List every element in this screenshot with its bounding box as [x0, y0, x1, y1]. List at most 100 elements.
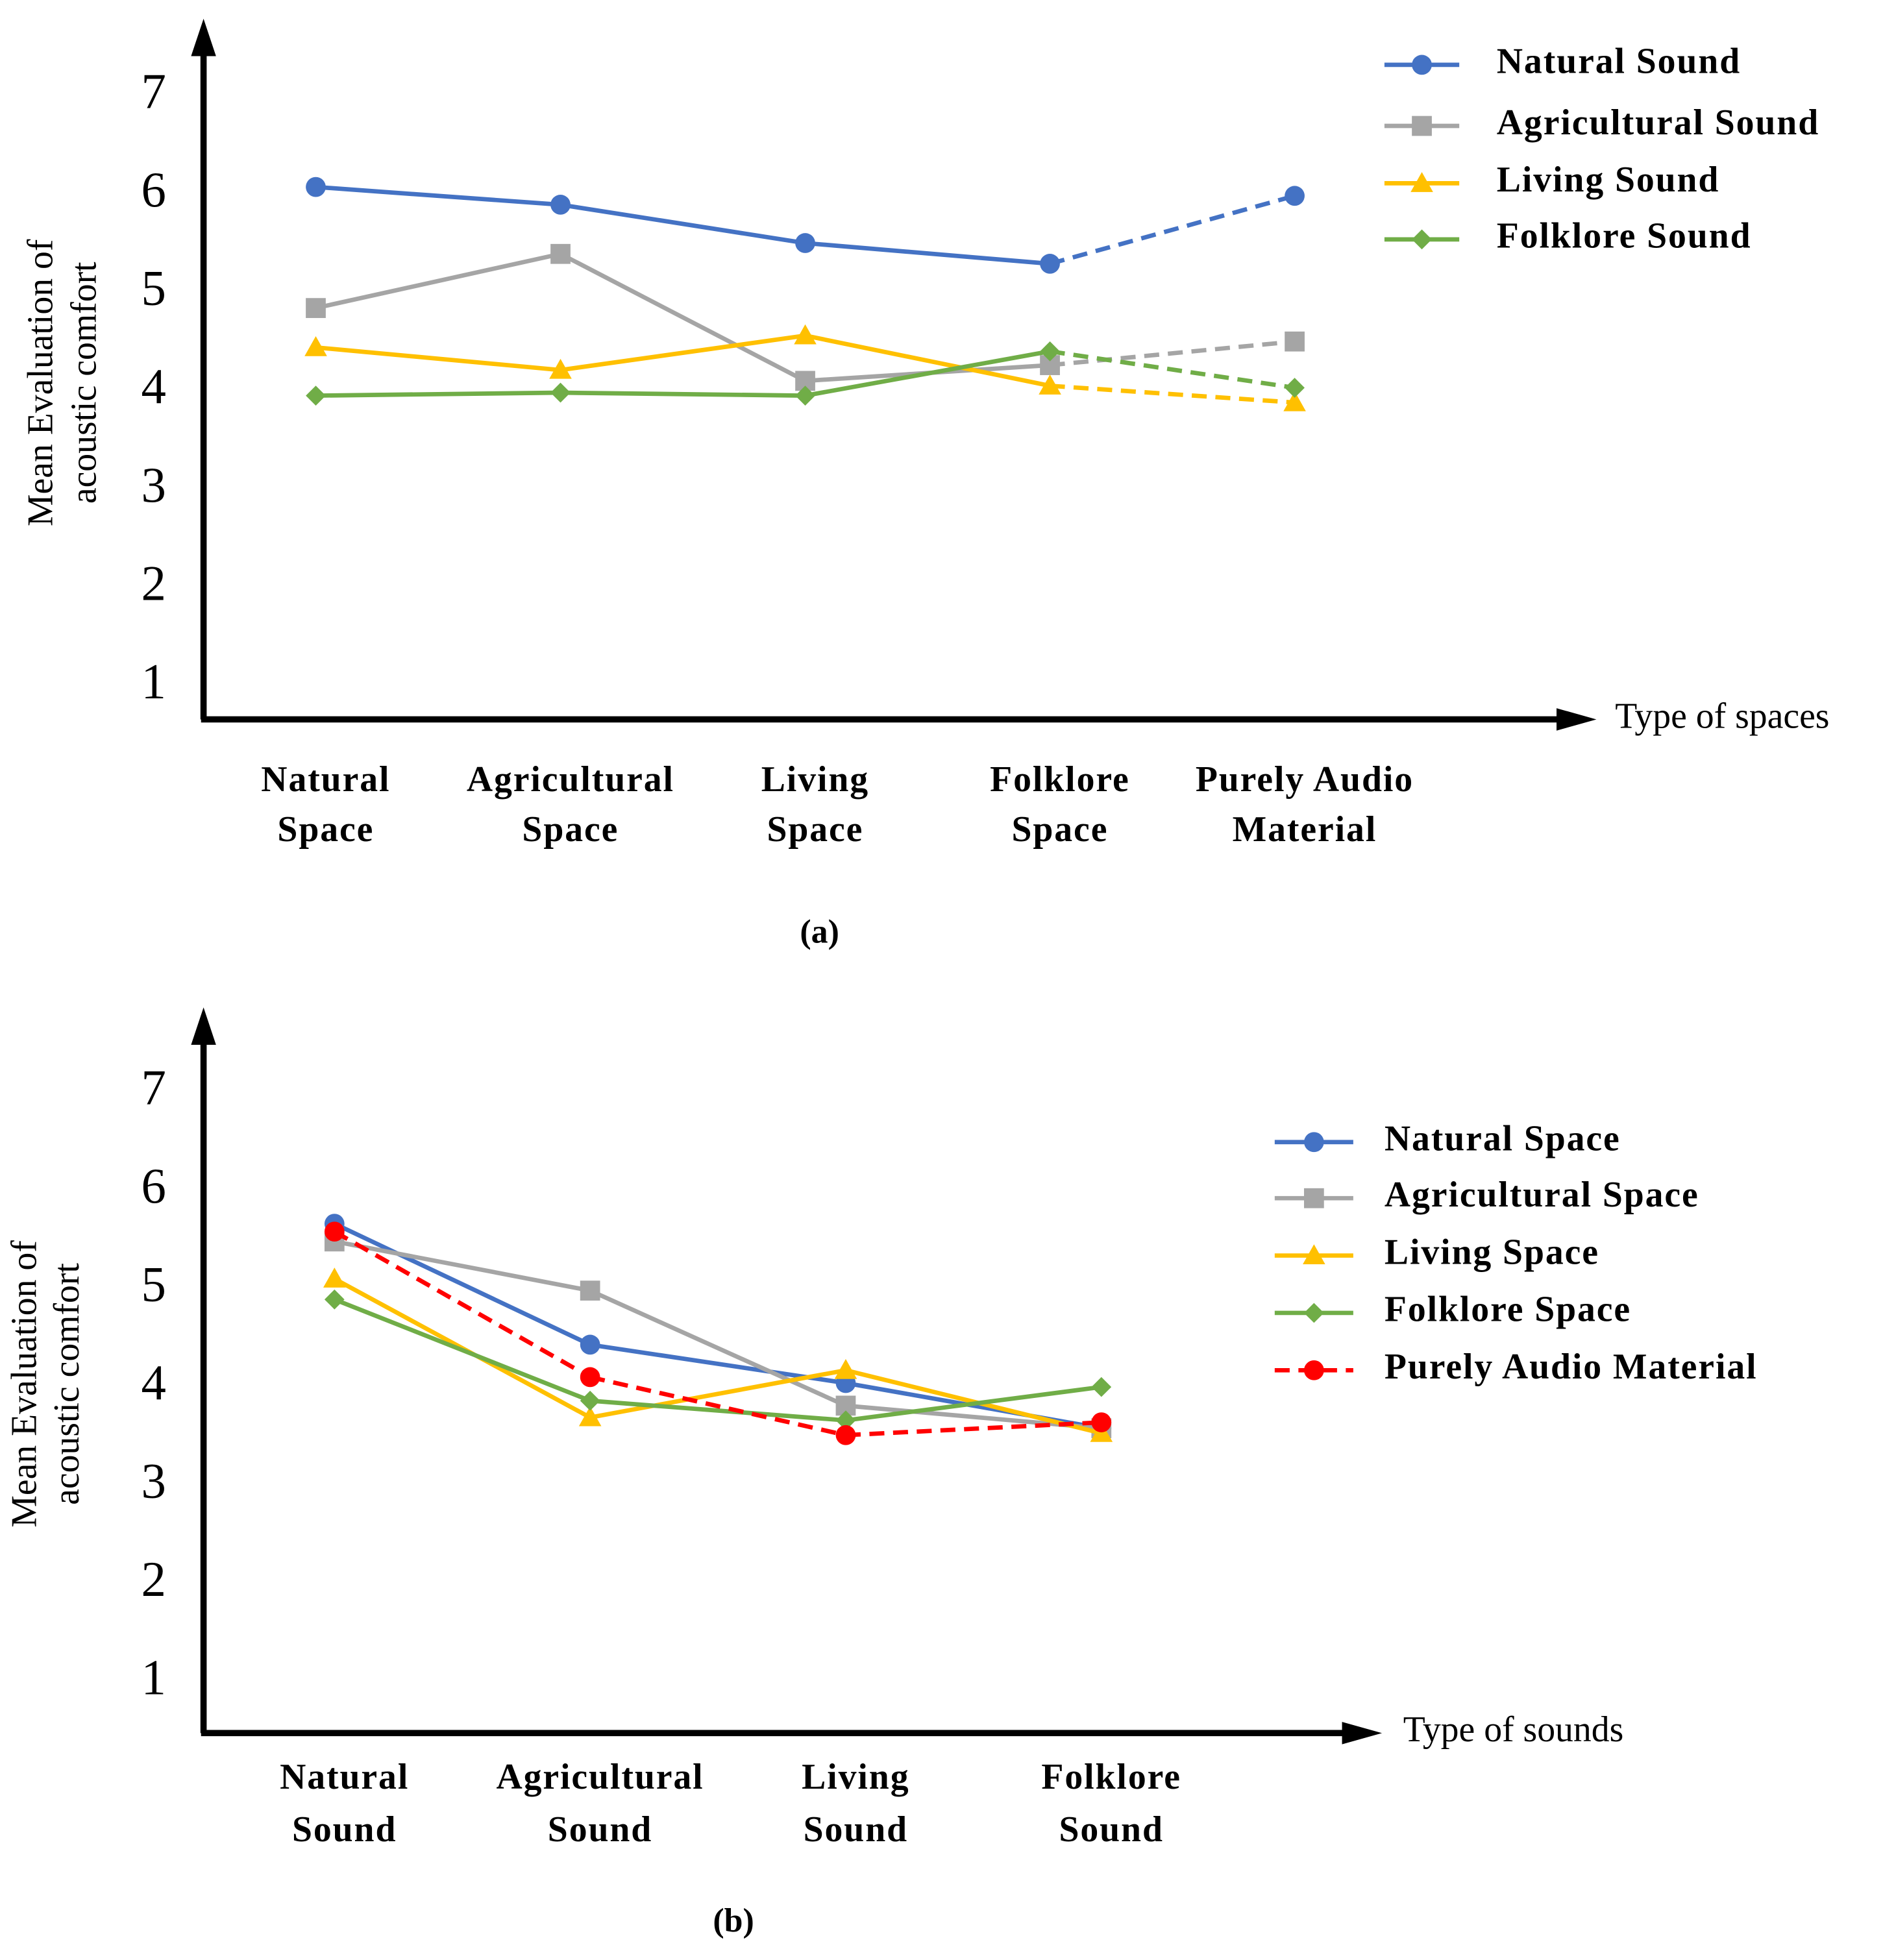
x-tick-label: Agricultural	[467, 759, 674, 800]
line-segment	[1050, 384, 1295, 405]
line-segment	[315, 390, 561, 398]
line-segment	[804, 333, 1051, 388]
y-tick-label: 4	[142, 1355, 166, 1410]
marker	[835, 1410, 856, 1430]
x-tick-label: Sound	[548, 1809, 652, 1850]
line-segment	[333, 1221, 591, 1347]
x-tick-label: Material	[1233, 809, 1377, 850]
y-tick-label: 2	[142, 556, 166, 611]
y-axis-arrow	[191, 1007, 216, 1045]
y-tick-label: 6	[142, 162, 166, 217]
legend-label: Living Space	[1385, 1232, 1599, 1272]
marker	[1412, 116, 1432, 136]
x-tick-label: Sound	[1059, 1809, 1163, 1850]
y-tick-label: 2	[142, 1552, 166, 1607]
legend-label: Agricultural Sound	[1497, 103, 1819, 143]
marker	[549, 358, 572, 379]
y-axis-arrow	[191, 18, 216, 56]
legend-label: Folklore Sound	[1497, 216, 1752, 256]
caption: (b)	[713, 1902, 754, 1939]
line-segment	[315, 251, 561, 310]
y-tick-label: 3	[142, 1454, 166, 1509]
x-axis-arrow	[1342, 1722, 1383, 1745]
marker	[306, 298, 326, 319]
marker	[1285, 331, 1305, 352]
line-segment	[804, 349, 1051, 398]
marker	[1410, 172, 1433, 192]
marker	[1091, 1377, 1112, 1397]
line-segment	[315, 345, 561, 373]
x-axis-label: Type of spaces	[1615, 696, 1829, 736]
marker	[578, 1406, 602, 1427]
line-segment	[560, 333, 806, 373]
marker	[580, 1390, 600, 1411]
line-segment	[560, 202, 806, 245]
x-tick-label: Sound	[804, 1809, 908, 1850]
x-tick-label: Living	[802, 1757, 909, 1797]
y-axis-label: acoustic comfort	[64, 262, 105, 504]
marker	[834, 1359, 857, 1379]
marker	[1303, 1244, 1325, 1265]
line-segment	[589, 1398, 846, 1423]
x-axis-arrow	[1557, 708, 1597, 731]
marker	[1303, 1303, 1324, 1323]
x-tick-label: Living	[761, 759, 869, 800]
x-tick-label: Natural	[261, 759, 390, 800]
x-tick-label: Purely Audio	[1196, 759, 1414, 800]
x-tick-label: Space	[767, 809, 863, 850]
line-segment	[1050, 349, 1296, 390]
marker	[1039, 374, 1061, 395]
marker	[324, 1289, 345, 1310]
marker	[304, 336, 327, 356]
marker	[306, 386, 326, 406]
y-axis-label: acoustic comfort	[47, 1263, 87, 1505]
legend-label: Natural Space	[1385, 1119, 1621, 1159]
marker	[1285, 186, 1305, 206]
caption: (a)	[800, 914, 839, 951]
x-axis-label: Type of sounds	[1403, 1709, 1624, 1750]
y-tick-label: 5	[142, 261, 166, 316]
marker	[1040, 254, 1060, 274]
marker	[1412, 55, 1432, 75]
marker	[580, 1367, 600, 1388]
marker	[1283, 391, 1306, 411]
y-tick-label: 7	[142, 1060, 166, 1116]
legend-label: Living Sound	[1497, 160, 1720, 200]
legend-label: Folklore Space	[1385, 1290, 1631, 1330]
y-tick-label: 1	[142, 654, 166, 709]
marker	[1285, 378, 1305, 398]
marker	[1091, 1412, 1112, 1432]
line-segment	[805, 241, 1050, 266]
y-tick-label: 6	[142, 1158, 166, 1214]
marker	[550, 195, 571, 215]
marker	[323, 1268, 346, 1288]
line-segment	[334, 1239, 591, 1293]
y-tick-label: 4	[142, 359, 166, 414]
legend-label: Agricultural Space	[1385, 1175, 1699, 1215]
line-segment	[1050, 339, 1295, 367]
marker	[1303, 1188, 1324, 1208]
line-segment	[315, 184, 561, 207]
line-segment	[334, 1297, 591, 1403]
line-segment	[589, 1288, 847, 1408]
line-segment	[1049, 193, 1296, 266]
x-tick-label: Agricultural	[496, 1757, 704, 1797]
marker	[1412, 229, 1432, 250]
x-tick-label: Natural	[280, 1757, 409, 1797]
marker	[550, 243, 571, 264]
line-segment	[589, 1375, 846, 1438]
line-segment	[333, 1229, 591, 1379]
line-segment	[559, 252, 807, 383]
marker	[306, 177, 326, 197]
y-tick-label: 1	[142, 1650, 166, 1706]
y-axis-label: Mean Evaluation of	[20, 239, 60, 526]
marker	[794, 324, 817, 345]
x-tick-label: Space	[277, 809, 374, 850]
x-tick-label: Folklore	[1041, 1757, 1181, 1797]
marker	[550, 382, 571, 403]
legend-label: Purely Audio Material	[1385, 1347, 1758, 1387]
x-tick-label: Folklore	[990, 759, 1129, 800]
x-tick-label: Space	[1011, 809, 1108, 850]
